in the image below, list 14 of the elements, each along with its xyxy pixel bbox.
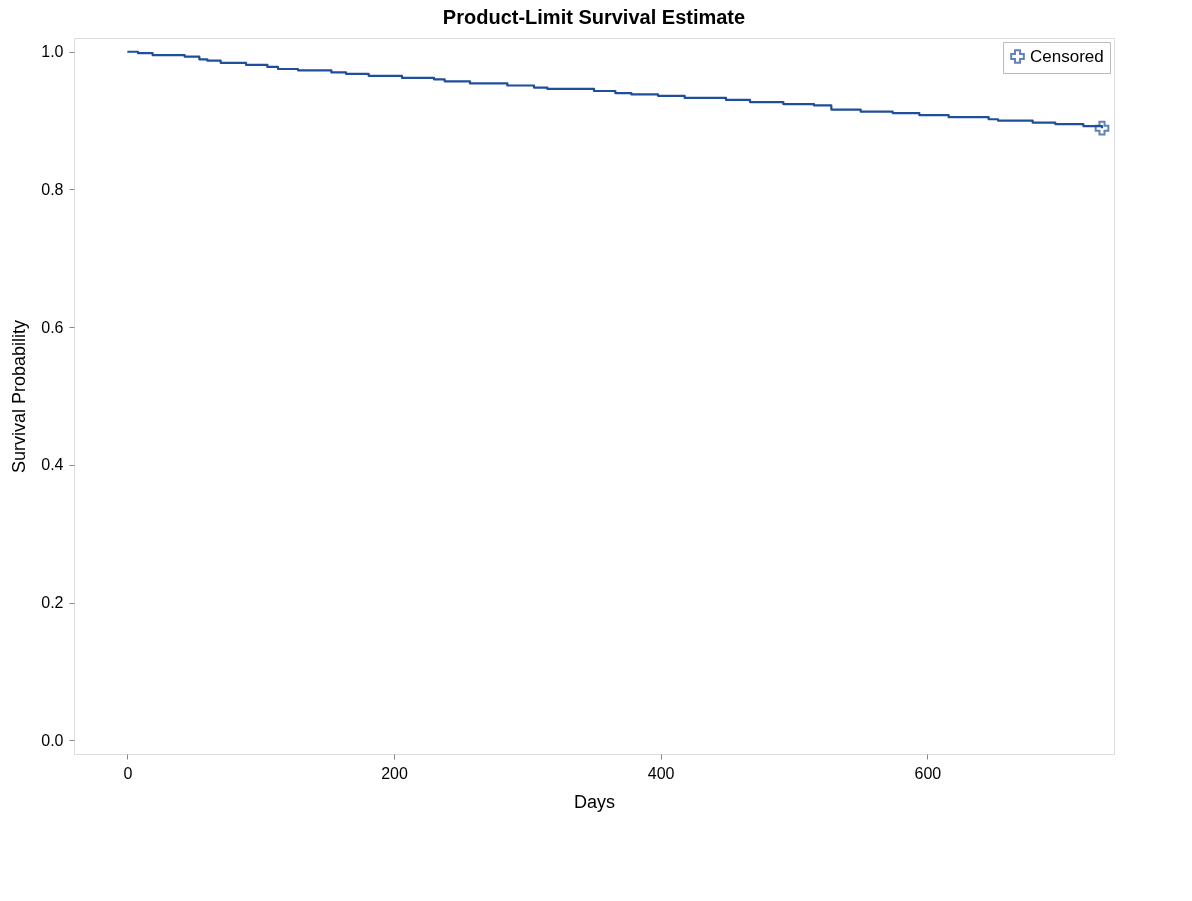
y-tick-label: 0.0 (41, 731, 64, 749)
y-tick-label: 0.4 (41, 456, 64, 474)
y-tick-label: 1.0 (41, 43, 64, 61)
y-tick-label: 0.2 (41, 594, 64, 612)
x-tick-label: 0 (123, 764, 133, 782)
x-tick-label: 600 (914, 764, 942, 782)
y-tick-label: 0.8 (41, 180, 64, 198)
x-axis-title: Days (573, 791, 616, 812)
x-tick-label: 200 (381, 764, 408, 782)
x-tick-label: 400 (647, 764, 675, 782)
y-axis-title: Survival Probability (9, 319, 30, 474)
chart-title: Product-Limit Survival Estimate (442, 6, 746, 28)
y-tick-label: 0.6 (41, 318, 64, 336)
legend-label: Censored (1030, 46, 1104, 66)
